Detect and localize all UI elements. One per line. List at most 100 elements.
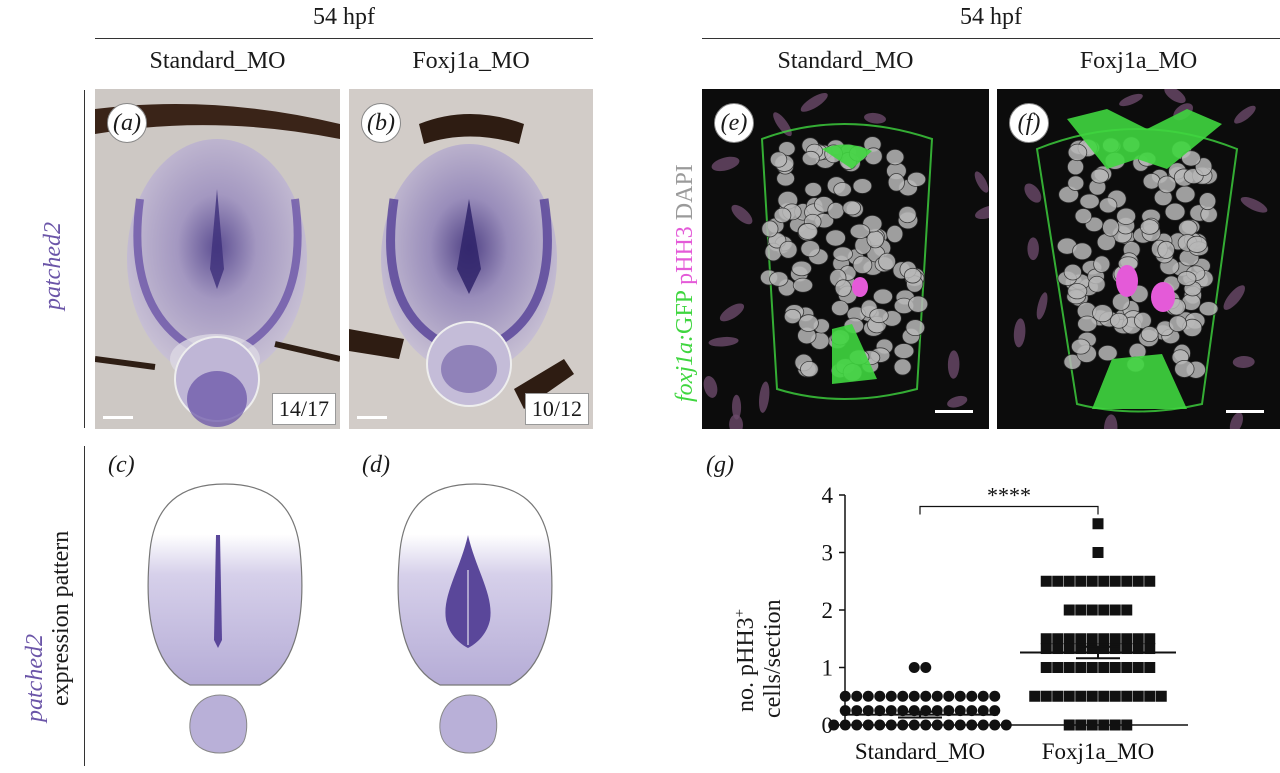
outer-nucleus <box>731 204 753 225</box>
panel-b-scale-bar <box>357 416 387 419</box>
data-point <box>1086 575 1098 587</box>
data-point <box>931 705 943 717</box>
panel-f-drawing <box>1013 89 1268 429</box>
outer-nucleus <box>1234 105 1256 124</box>
right-header: 54 hpf <box>960 4 1022 30</box>
dapi-nucleus <box>800 360 819 378</box>
dapi-nucleus <box>825 229 846 247</box>
stain-label-gfp: GFP <box>672 290 698 335</box>
outer-nucleus <box>864 112 886 124</box>
data-point <box>839 719 851 731</box>
data-point <box>1063 690 1075 702</box>
gfp-floor-plate <box>1092 354 1187 409</box>
chart-ylabel-line1: no. pHH3+ <box>732 609 760 712</box>
data-point <box>989 690 1001 702</box>
row-label-expression-gene: patched2 <box>22 634 48 722</box>
data-point <box>1086 719 1098 731</box>
data-point <box>1092 518 1104 530</box>
data-point <box>920 662 932 673</box>
dapi-nucleus <box>1198 301 1219 317</box>
panel-c-floor-domain <box>214 535 222 648</box>
data-point <box>1040 643 1052 655</box>
dapi-nucleus <box>903 267 922 284</box>
data-point <box>1040 662 1052 673</box>
data-point <box>874 705 886 717</box>
dapi-nucleus <box>797 223 819 240</box>
data-point <box>966 719 978 731</box>
outer-nucleus <box>758 381 770 413</box>
outer-nucleus <box>1103 414 1118 429</box>
dapi-nucleus <box>1102 218 1120 237</box>
data-point <box>977 719 989 731</box>
data-point <box>1132 633 1144 645</box>
outer-nucleus <box>1036 292 1048 320</box>
data-point <box>1155 690 1167 702</box>
dapi-nucleus <box>1063 263 1082 281</box>
data-point <box>862 690 874 702</box>
data-point <box>1000 719 1012 731</box>
dapi-nucleus <box>1097 344 1118 362</box>
data-point <box>1121 643 1133 655</box>
panel-d-schematic <box>397 483 553 754</box>
dapi-nucleus <box>852 178 873 194</box>
gfp-floor-plate <box>1067 109 1222 169</box>
data-point <box>1121 604 1133 616</box>
data-point <box>1052 690 1064 702</box>
data-point <box>1063 575 1075 587</box>
data-point <box>874 719 886 731</box>
dapi-nucleus <box>1116 207 1137 225</box>
data-point <box>1098 604 1110 616</box>
dapi-nucleus <box>905 319 926 337</box>
data-point <box>885 705 897 717</box>
data-point <box>1121 633 1133 645</box>
data-point <box>897 690 909 702</box>
data-point <box>885 690 897 702</box>
data-point <box>1086 662 1098 673</box>
data-point <box>989 705 1001 717</box>
data-point <box>931 719 943 731</box>
panel-g-letter: (g) <box>706 452 734 478</box>
dapi-nucleus <box>832 246 853 262</box>
data-point <box>885 719 897 731</box>
data-point <box>1109 690 1121 702</box>
dapi-nucleus <box>779 240 798 259</box>
data-point <box>943 690 955 702</box>
left-row-divider-top <box>84 90 85 428</box>
data-point <box>1052 643 1064 655</box>
data-point <box>908 662 920 673</box>
dapi-nucleus <box>1067 283 1088 300</box>
dapi-nucleus <box>1174 359 1195 378</box>
dapi-nucleus <box>898 205 917 224</box>
data-point <box>1086 604 1098 616</box>
data-point <box>1098 690 1110 702</box>
data-point <box>1086 690 1098 702</box>
dapi-nucleus <box>1140 326 1159 343</box>
dapi-nucleus <box>907 171 927 187</box>
outer-nucleus <box>947 395 968 408</box>
data-point <box>931 690 943 702</box>
outer-nucleus <box>1164 89 1186 104</box>
data-point <box>1098 633 1110 645</box>
row-label-expression-text: expression pattern <box>48 530 74 706</box>
data-point <box>908 719 920 731</box>
outer-nucleus <box>729 414 743 429</box>
chart-ylabel-sup: + <box>732 608 748 618</box>
panel-f-fluorescence-image: (f) <box>997 89 1280 429</box>
outer-nucleus <box>1013 318 1026 348</box>
stain-label-dapi: DAPI <box>672 164 698 221</box>
chart-ylabel-line2: cells/section <box>760 599 786 718</box>
outer-nucleus <box>974 171 989 193</box>
data-point <box>1109 575 1121 587</box>
data-point <box>1132 575 1144 587</box>
data-point <box>1063 643 1075 655</box>
pHH3-scatter-chart: 0 1 2 3 4 Standard_MO Foxj1a_MO **** <box>822 483 1188 764</box>
data-point <box>851 719 863 731</box>
dapi-nucleus <box>798 314 819 332</box>
dapi-nucleus <box>878 252 896 271</box>
data-point <box>954 705 966 717</box>
data-point <box>1109 662 1121 673</box>
data-point <box>862 719 874 731</box>
y-tick-label: 4 <box>822 483 834 508</box>
data-point <box>862 705 874 717</box>
dapi-nucleus <box>1072 242 1093 261</box>
